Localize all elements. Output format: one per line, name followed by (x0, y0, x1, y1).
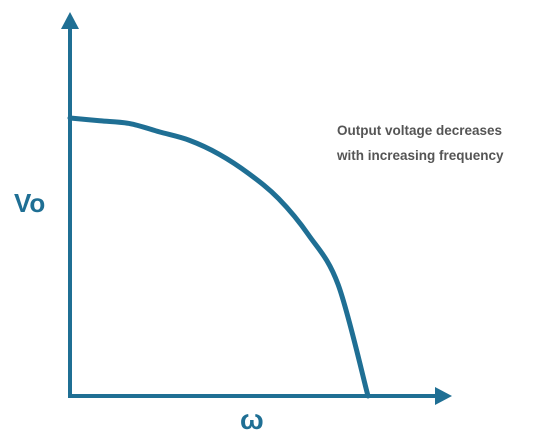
chart-annotation: Output voltage decreases with increasing… (337, 118, 542, 168)
axes (61, 12, 452, 405)
annotation-line-2: with increasing frequency (337, 148, 504, 163)
y-axis-label: Vo (14, 188, 46, 218)
curve-layer (67, 115, 371, 399)
annotation-line-1: Output voltage decreases (337, 123, 503, 138)
x-axis-arrow (435, 387, 452, 405)
frequency-response-curve (67, 115, 371, 399)
y-axis-arrow (61, 12, 79, 29)
x-axis-label: ω (240, 404, 264, 435)
